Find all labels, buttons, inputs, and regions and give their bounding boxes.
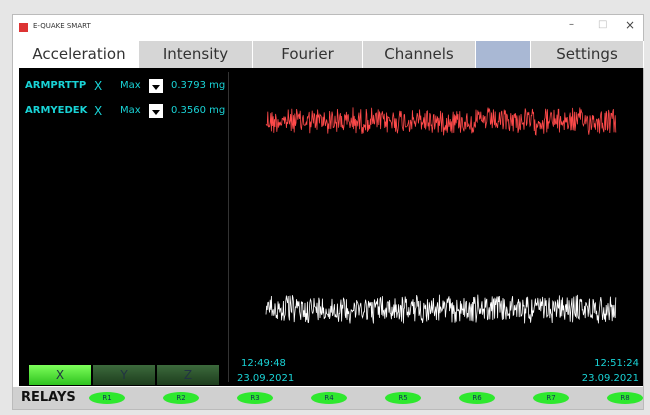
close[interactable]: × bbox=[625, 18, 636, 32]
channel-mode: Max bbox=[120, 80, 141, 91]
end-time: 12:51:24 bbox=[594, 358, 639, 369]
axis-button[interactable]: Y bbox=[93, 365, 155, 385]
tab-blank[interactable] bbox=[476, 41, 531, 68]
tab[interactable]: Intensity bbox=[139, 41, 253, 68]
app-icon bbox=[19, 23, 28, 32]
waveforms bbox=[265, 107, 617, 324]
start-date: 23.09.2021 bbox=[237, 373, 295, 384]
dropdown[interactable] bbox=[149, 104, 163, 118]
dropdown[interactable] bbox=[149, 79, 163, 93]
channel-name: ARMYEDEK bbox=[25, 105, 88, 116]
separator bbox=[228, 72, 229, 382]
axis-button[interactable]: Z bbox=[157, 365, 219, 385]
relays-label: RELAYS bbox=[21, 390, 76, 405]
relay[interactable]: R6 bbox=[459, 392, 495, 404]
relay[interactable]: R7 bbox=[533, 392, 569, 404]
plot-area: ARMPRTTP X Max 0.3793 mg ARMYEDEK X Max … bbox=[19, 68, 643, 386]
window-title: E-QUAKE SMART bbox=[33, 22, 91, 30]
channel-mode: Max bbox=[120, 105, 141, 116]
channel-axis: X bbox=[94, 79, 103, 93]
channel-value: 0.3560 mg bbox=[171, 105, 226, 116]
tab[interactable]: Fourier bbox=[253, 41, 363, 68]
start-time: 12:49:48 bbox=[241, 358, 286, 369]
relay[interactable]: R8 bbox=[607, 392, 643, 404]
tab[interactable]: Acceleration bbox=[19, 41, 140, 68]
channel-name: ARMPRTTP bbox=[25, 80, 87, 91]
waveform bbox=[265, 294, 617, 324]
axis-button[interactable]: X bbox=[29, 365, 91, 385]
relay[interactable]: R4 bbox=[311, 392, 347, 404]
minimize[interactable]: – bbox=[569, 19, 574, 30]
relay[interactable]: R3 bbox=[237, 392, 273, 404]
tab[interactable]: Channels bbox=[363, 41, 476, 68]
relay[interactable]: R1 bbox=[89, 392, 125, 404]
maximize[interactable]: □ bbox=[598, 19, 608, 30]
relay[interactable]: R5 bbox=[385, 392, 421, 404]
tab[interactable]: Settings bbox=[531, 41, 644, 68]
window: E-QUAKE SMART – □ × Acceleration Intensi… bbox=[12, 14, 644, 410]
relay[interactable]: R2 bbox=[163, 392, 199, 404]
channel-axis: X bbox=[94, 104, 103, 118]
waveform bbox=[265, 107, 617, 136]
end-date: 23.09.2021 bbox=[581, 373, 639, 384]
channel-value: 0.3793 mg bbox=[171, 80, 226, 91]
